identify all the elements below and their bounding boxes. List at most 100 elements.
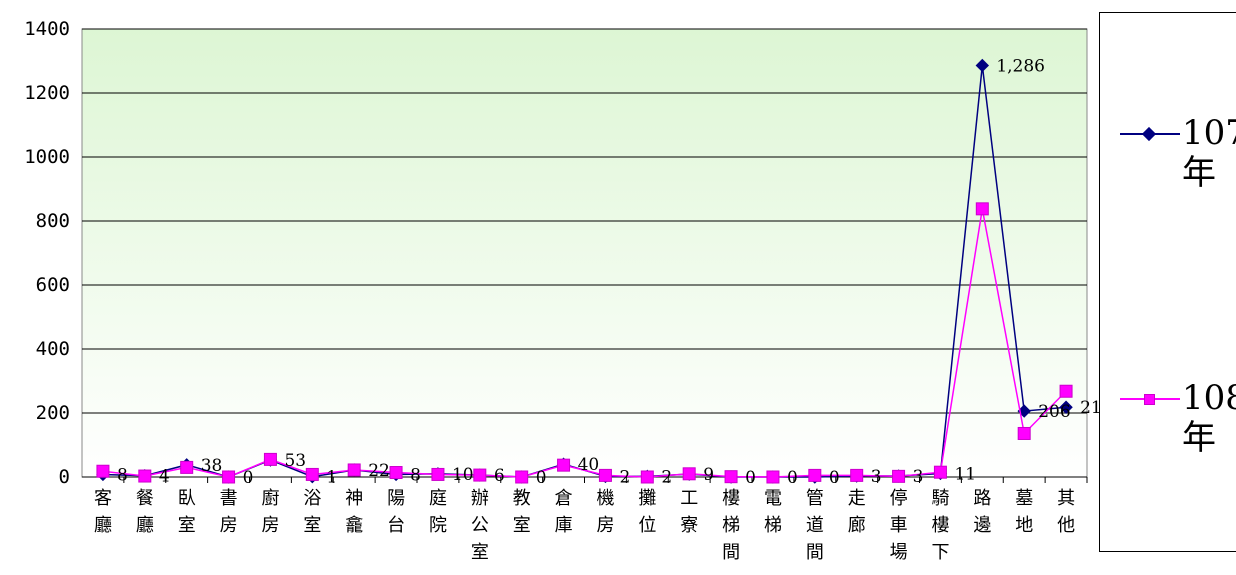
x-tick-char: 地 <box>1015 515 1033 536</box>
x-tick-char: 邊 <box>973 515 991 536</box>
x-tick-label: 臥室 <box>178 488 196 536</box>
x-tick-char: 房 <box>261 515 279 536</box>
data-point-1 <box>557 458 571 472</box>
data-label: 0 <box>536 468 547 488</box>
data-label: 0 <box>829 468 840 488</box>
y-tick-label: 800 <box>36 210 70 232</box>
data-label: 40 <box>578 455 600 475</box>
x-tick-char: 餐 <box>136 488 154 509</box>
x-tick-char: 車 <box>890 515 908 536</box>
legend-label-107: 107 年 <box>1182 113 1236 193</box>
x-tick-label: 工寮 <box>680 488 698 536</box>
x-tick-char: 房 <box>596 515 614 536</box>
data-point-1 <box>389 466 403 480</box>
data-point-1 <box>431 467 445 481</box>
x-tick-char: 間 <box>806 542 824 563</box>
y-tick-label: 0 <box>59 466 70 488</box>
data-label: 0 <box>787 468 798 488</box>
series-group <box>96 58 1073 484</box>
x-tick-char: 庭 <box>429 488 447 509</box>
y-axis: 0 200 400 600 800 1000 1200 1400 <box>24 18 70 488</box>
square-icon <box>1144 394 1155 405</box>
data-point-1 <box>1059 384 1073 398</box>
x-tick-char: 浴 <box>303 488 321 509</box>
x-tick-char: 院 <box>429 515 447 536</box>
x-tick-char: 管 <box>806 488 824 509</box>
x-tick-char: 電 <box>764 488 782 509</box>
data-point-1 <box>473 468 487 482</box>
data-point-1 <box>808 468 822 482</box>
x-tick-char: 樓 <box>722 488 740 509</box>
data-point-1 <box>515 470 529 484</box>
data-label: 2 <box>619 467 630 487</box>
x-tick-label: 墓地 <box>1015 488 1033 536</box>
x-tick-label: 神龕 <box>345 488 363 536</box>
x-tick-char: 廳 <box>136 515 154 536</box>
x-tick-char: 間 <box>722 542 740 563</box>
data-point-1 <box>933 465 947 479</box>
x-tick-char: 他 <box>1057 515 1075 536</box>
data-label: 1 <box>326 468 337 488</box>
x-tick-char: 庫 <box>555 515 573 536</box>
x-tick-char: 陽 <box>387 488 405 509</box>
data-label: 11 <box>954 464 976 484</box>
data-label: 2 <box>661 467 672 487</box>
y-tick-label: 1000 <box>24 146 70 168</box>
x-tick-char: 龕 <box>345 515 363 536</box>
x-tick-char: 室 <box>303 515 321 536</box>
x-tick-label: 騎樓下 <box>931 488 949 563</box>
data-point-0 <box>1059 400 1073 414</box>
data-point-0 <box>975 58 990 73</box>
data-label: 0 <box>745 468 756 488</box>
data-label: 22 <box>368 461 390 481</box>
data-point-1 <box>263 452 277 466</box>
legend-item-108: 108 年 <box>1120 378 1236 468</box>
x-tick-label: 走廊 <box>848 488 866 536</box>
data-label: 206 <box>1038 402 1070 422</box>
x-tick-char: 停 <box>890 488 908 509</box>
data-label: 1,286 <box>996 56 1045 76</box>
x-tick-label: 客廳 <box>94 488 112 536</box>
x-tick-char: 其 <box>1057 488 1075 509</box>
data-point-1 <box>347 463 361 477</box>
x-tick-char: 教 <box>513 488 531 509</box>
y-tick-label: 400 <box>36 338 70 360</box>
x-tick-char: 辦 <box>471 488 489 509</box>
y-tick-label: 600 <box>36 274 70 296</box>
x-tick-char: 倉 <box>555 488 573 509</box>
plot-area <box>81 28 1088 478</box>
data-label: 10 <box>452 465 474 485</box>
data-label: 8 <box>410 465 421 485</box>
data-point-1 <box>96 464 110 478</box>
x-tick-label: 管道間 <box>806 488 824 563</box>
x-tick-char: 位 <box>638 515 656 536</box>
x-tick-char: 室 <box>513 515 531 536</box>
x-tick-char: 機 <box>596 488 614 509</box>
legend: 107 年 108 年 <box>1099 12 1236 552</box>
x-tick-label: 機房 <box>596 488 614 536</box>
data-point-1 <box>138 469 152 483</box>
diamond-icon <box>1141 126 1157 142</box>
data-point-1 <box>892 469 906 483</box>
x-tick-label: 電梯 <box>764 488 782 536</box>
data-point-1 <box>975 202 989 216</box>
y-tick-label: 200 <box>36 402 70 424</box>
x-tick-char: 騎 <box>931 488 949 509</box>
x-tick-char: 攤 <box>638 488 656 509</box>
x-tick-char: 梯 <box>722 515 740 536</box>
series-line-1 <box>102 208 1067 478</box>
x-tick-char: 場 <box>890 542 908 563</box>
x-tick-char: 台 <box>387 515 405 536</box>
x-tick-char: 客 <box>94 488 112 509</box>
x-tick-char: 室 <box>178 515 196 536</box>
x-tick-char: 室 <box>471 542 489 563</box>
x-tick-label: 路邊 <box>973 488 991 536</box>
x-axis: 客廳餐廳臥室書房廚房浴室神龕陽台庭院辦公室教室倉庫機房攤位工寮樓梯間電梯管道間走… <box>94 477 1088 563</box>
x-tick-char: 道 <box>806 515 824 536</box>
data-point-1 <box>850 468 864 482</box>
x-tick-label: 浴室 <box>303 488 321 536</box>
x-tick-label: 教室 <box>513 488 531 536</box>
data-point-1 <box>305 467 319 481</box>
